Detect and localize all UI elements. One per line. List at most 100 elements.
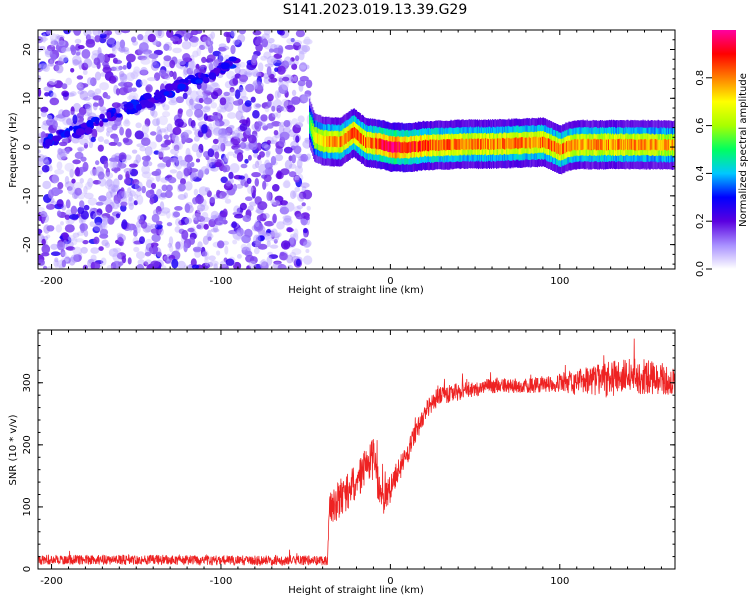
spectrogram-noise-blob — [69, 91, 77, 97]
spectrogram-tone-cell — [550, 139, 552, 150]
spectrogram-tone-cell — [464, 139, 466, 150]
spectrogram-noise-blob — [172, 141, 182, 151]
spectrogram-tone-cell — [515, 137, 517, 148]
spectrogram-noise-blob — [145, 84, 153, 93]
spectrogram-noise-blob — [218, 129, 228, 138]
spectrogram-noise-blob — [56, 35, 65, 40]
spectrogram-tone-cell — [333, 136, 335, 147]
spectrogram-noise-blob — [192, 213, 203, 221]
spectrogram-tone-cell — [607, 139, 610, 151]
spectrogram-tone-cell — [369, 137, 371, 148]
spectrogram-noise-blob — [300, 153, 309, 162]
spectrogram-noise-blob — [117, 174, 123, 181]
spectrogram-noise-blob — [183, 242, 188, 253]
spectrogram-noise-blob — [38, 88, 42, 97]
spectrogram-noise-blob — [220, 142, 226, 152]
spectrogram-noise-blob — [295, 258, 301, 267]
spectrogram-tone-cell — [497, 138, 499, 149]
spectrogram-noise-blob — [175, 241, 181, 250]
spectrogram-noise-blob — [253, 82, 258, 90]
spectrogram-noise-blob — [131, 184, 140, 190]
spectrogram-tone-cell — [649, 139, 651, 151]
spectrogram-noise-blob — [217, 133, 228, 139]
spectrogram-noise-blob — [226, 70, 236, 80]
snr-y-tick-label: 200 — [22, 435, 33, 454]
spectrogram-tone-cell — [446, 139, 448, 150]
spectrogram-noise-blob — [236, 229, 247, 236]
spectrogram-tone-cell — [512, 137, 514, 149]
spectrogram-noise-blob — [94, 71, 102, 81]
spectrogram-noise-blob — [232, 183, 237, 192]
snr-y-tick-label: 300 — [22, 373, 33, 392]
spectrogram-tone-cell — [361, 134, 364, 146]
spectrogram-noise-blob — [69, 111, 76, 116]
spectrogram-noise-blob — [160, 192, 167, 198]
spectrogram-noise-blob — [283, 56, 292, 66]
spectrogram-tone-cell — [337, 136, 339, 148]
spectrogram-noise-blob — [268, 77, 278, 83]
spectrogram-noise-blob — [169, 169, 178, 174]
spectrogram-noise-blob — [58, 45, 67, 54]
spectrogram-streak-blob — [195, 79, 203, 84]
spectrogram-noise-blob — [150, 61, 160, 71]
spectrogram-noise-blob — [56, 210, 62, 217]
spectrogram-noise-blob — [185, 204, 194, 214]
spectrogram-noise-blob — [127, 196, 135, 207]
spectrogram-tone-cell — [656, 139, 658, 150]
spectrogram-tone-cell — [593, 138, 595, 150]
spectrogram-y-tick-label: 0 — [22, 144, 33, 150]
spectrogram-tone-cell — [411, 141, 413, 152]
spectrogram-noise-blob — [278, 77, 283, 83]
spectrogram-noise-blob — [201, 92, 206, 100]
spectrogram-noise-blob — [270, 230, 275, 240]
spectrogram-noise-blob — [47, 62, 55, 67]
spectrogram-noise-blob — [121, 191, 130, 199]
spectrogram-noise-blob — [187, 227, 195, 233]
spectrogram-noise-blob — [186, 264, 194, 269]
spectrogram-noise-blob — [298, 50, 305, 61]
spectrogram-noise-blob — [107, 216, 115, 225]
spectrogram-noise-blob — [212, 50, 222, 57]
spectrogram-tone-cell — [528, 136, 530, 148]
spectrogram-noise-blob — [96, 208, 103, 216]
spectrogram-noise-blob — [305, 249, 310, 253]
spectrogram-tone-cell — [375, 137, 377, 149]
spectrogram-noise-blob — [224, 245, 229, 255]
spectrogram-noise-blob — [150, 228, 158, 234]
spectrogram-noise-blob — [207, 61, 217, 70]
spectrogram-noise-blob — [80, 246, 88, 254]
spectrogram-noise-blob — [223, 136, 229, 144]
spectrogram-noise-blob — [294, 186, 301, 193]
spectrogram-noise-blob — [90, 136, 96, 143]
spectrogram-noise-blob — [46, 81, 55, 88]
spectrogram-noise-blob — [38, 154, 45, 162]
spectrogram-noise-blob — [118, 45, 126, 53]
snr-panel: -200 -100 0 100 0 100 200 300 Height of straig… — [8, 329, 676, 596]
spectrogram-streak-blob — [155, 89, 160, 95]
spectrogram-noise-blob — [204, 187, 210, 193]
spectrogram-noise-blob — [170, 96, 177, 104]
spectrogram-tone-cell — [414, 141, 416, 152]
spectrogram-tone-cell — [636, 139, 638, 151]
spectrogram-tone-cell — [572, 139, 574, 151]
spectrogram-tone-cell — [328, 136, 330, 147]
spectrogram-noise-blob — [273, 260, 282, 265]
spectrogram-noise-blob — [63, 30, 71, 35]
spectrogram-noise-blob — [119, 73, 128, 81]
spectrogram-noise-blob — [240, 163, 248, 169]
spectrogram-noise-blob — [220, 176, 228, 184]
spectrogram-tone-cell — [313, 129, 315, 141]
spectrogram-noise-blob — [87, 197, 98, 206]
spectrogram-noise-blob — [252, 71, 262, 78]
spectrogram-noise-blob — [248, 134, 257, 144]
spectrogram-tone-cell — [570, 140, 572, 152]
spectrogram-noise-blob — [298, 44, 308, 55]
spectrogram-noise-blob — [139, 214, 147, 221]
spectrogram-noise-blob — [264, 63, 274, 68]
spectrogram-noise-blob — [158, 69, 167, 77]
spectrogram-noise-blob — [102, 216, 109, 226]
spectrogram-tone-cell — [611, 138, 613, 150]
spectrogram-tone-cell — [366, 137, 368, 149]
spectrogram-noise-blob — [235, 183, 244, 189]
spectrogram-noise-blob — [83, 185, 88, 195]
